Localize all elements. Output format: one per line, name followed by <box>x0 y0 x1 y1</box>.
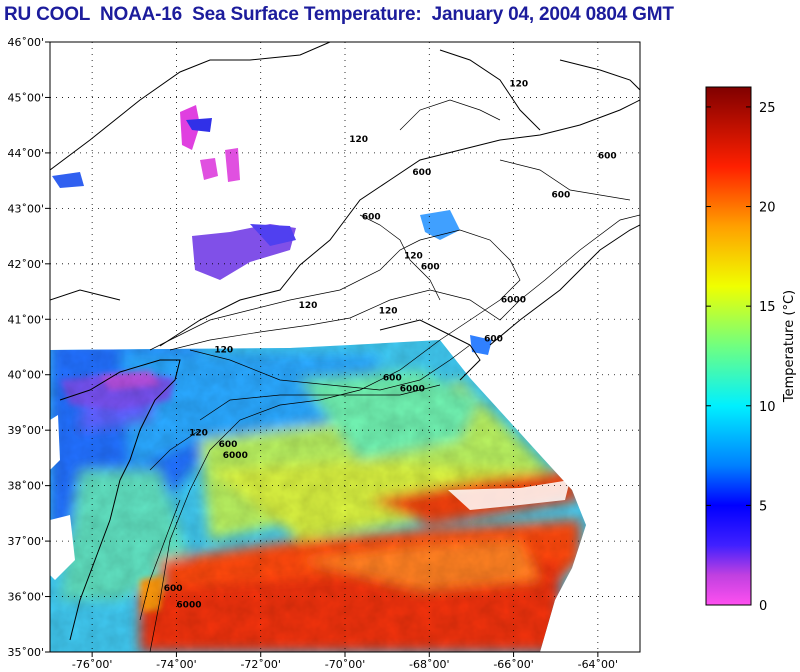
lon-tick-label: -72˚00' <box>240 658 281 671</box>
lon-tick-label: -66˚00' <box>493 658 534 671</box>
lat-tick-label: 44˚00' <box>7 147 44 160</box>
colorbar-tick-label: 15 <box>759 300 776 315</box>
lat-tick-label: 43˚00' <box>7 202 44 215</box>
colorbar-tick-label: 20 <box>759 201 776 216</box>
lat-tick-label: 42˚00' <box>7 258 44 271</box>
contour-label: 120 <box>189 429 208 439</box>
lat-tick-label: 41˚00' <box>7 313 44 326</box>
contour-label: 120 <box>299 301 318 311</box>
colorbar-gradient <box>705 86 752 606</box>
lat-tick-label: 35˚00' <box>7 646 44 659</box>
lat-tick-label: 39˚00' <box>7 424 44 437</box>
lon-tick-label: -64˚00' <box>578 658 619 671</box>
colorbar-tick-label: 10 <box>759 400 776 415</box>
contour-label: 600 <box>164 584 183 594</box>
contour-label: 120 <box>214 346 233 356</box>
contour-label: 120 <box>404 251 423 261</box>
lon-tick-label: -70˚00' <box>325 658 366 671</box>
page-title: RU COOL NOAA-16 Sea Surface Temperature:… <box>4 4 674 25</box>
contour-label: 600 <box>484 334 503 344</box>
longitude-axis: -76˚00' -74˚00' -72˚00' -70˚00' -68˚00' -66˚0… <box>72 652 618 671</box>
lat-tick-label: 45˚00' <box>7 91 44 104</box>
lat-tick-label: 40˚00' <box>7 369 44 382</box>
lat-tick-label: 46˚00' <box>7 36 44 49</box>
contour-label: 600 <box>383 373 402 383</box>
colorbar: 0 5 10 15 20 25 Temperature (°C) <box>705 86 797 614</box>
colorbar-tick-label: 0 <box>759 599 767 614</box>
map-area: 1201206006001206006000600120120120600600… <box>50 42 640 652</box>
lat-tick-label: 36˚00' <box>7 591 44 604</box>
lon-tick-label: -76˚00' <box>72 658 113 671</box>
graticule <box>50 42 640 652</box>
contour-label: 6000 <box>501 296 526 306</box>
contour-label: 6000 <box>223 451 248 461</box>
contour-label: 600 <box>219 440 238 450</box>
contour-label: 600 <box>412 168 431 178</box>
colorbar-tick-label: 5 <box>759 499 767 514</box>
contour-label: 120 <box>379 307 398 317</box>
contour-labels: 1201206006001206006000600120120120600600… <box>164 79 617 610</box>
contour-label: 600 <box>598 151 617 161</box>
colorbar-ticks: 0 5 10 15 20 25 <box>706 101 776 614</box>
contour-label: 600 <box>421 262 440 272</box>
lon-tick-label: -74˚00' <box>156 658 197 671</box>
latitude-axis: 46˚00' 45˚00' 44˚00' 43˚00' 42˚00' 41˚00' 40˚0… <box>7 36 50 659</box>
cloud-gaps <box>50 415 570 580</box>
lat-tick-label: 37˚00' <box>7 535 44 548</box>
cold-patches <box>52 105 492 355</box>
contour-label: 120 <box>349 135 368 145</box>
contour-label: 600 <box>362 212 381 222</box>
contour-label: 120 <box>509 79 528 89</box>
contour-label: 6000 <box>176 601 201 611</box>
contour-label: 6000 <box>400 384 425 394</box>
lat-tick-label: 38˚00' <box>7 480 44 493</box>
bathymetry-contours <box>139 99 640 652</box>
coastline <box>50 42 640 641</box>
contour-label: 600 <box>552 190 571 200</box>
colorbar-tick-label: 25 <box>759 101 776 116</box>
lon-tick-label: -68˚00' <box>409 658 450 671</box>
colorbar-title: Temperature (°C) <box>782 290 797 403</box>
